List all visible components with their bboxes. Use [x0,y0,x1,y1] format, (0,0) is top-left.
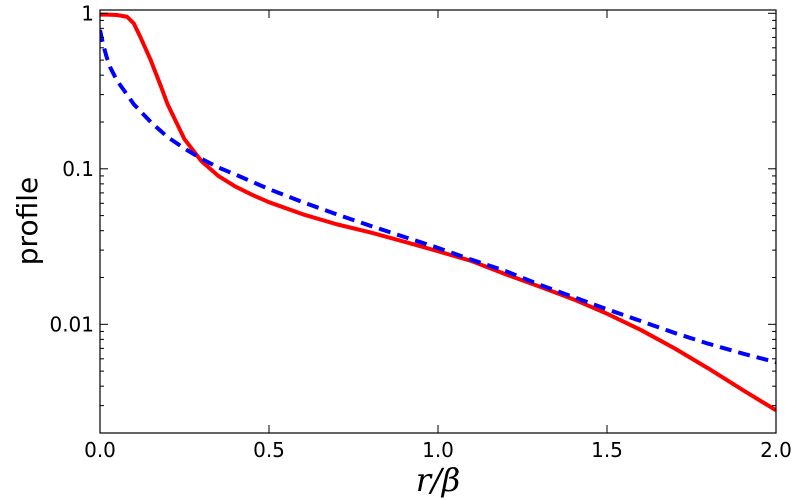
x-tick-label: 1.0 [422,438,454,462]
plot-frame [99,9,777,434]
series-line-2 [100,29,776,365]
series-layer [100,12,776,412]
y-axis-title: profile [11,177,44,265]
y-tick-label: 0.01 [49,312,94,336]
x-tick-label: 0.0 [84,438,116,462]
series-line-1 [100,12,776,412]
plot-background [100,10,776,433]
x-tick-label: 2.0 [760,438,792,462]
x-tick-label: 1.5 [591,438,623,462]
y-tick-label: 1 [81,1,94,25]
tick-label-layer: 0.0 0.5 1.0 1.5 2.0 1 0.1 0.01 [49,1,791,462]
x-axis-title: r/β [416,461,461,499]
y-tick-label: 0.1 [62,157,94,181]
x-tick-label: 0.5 [253,438,285,462]
